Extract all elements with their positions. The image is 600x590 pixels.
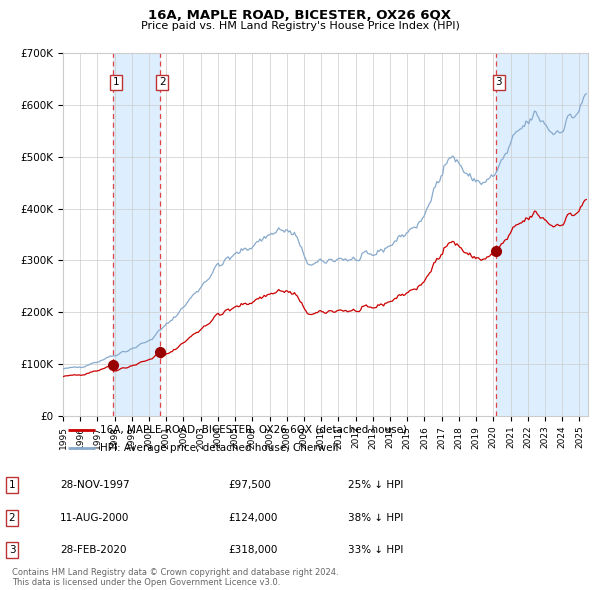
Text: 16A, MAPLE ROAD, BICESTER, OX26 6QX (detached house): 16A, MAPLE ROAD, BICESTER, OX26 6QX (det… bbox=[100, 425, 407, 435]
Bar bbox=[496, 53, 588, 416]
Text: £97,500: £97,500 bbox=[228, 480, 271, 490]
Text: 16A, MAPLE ROAD, BICESTER, OX26 6QX: 16A, MAPLE ROAD, BICESTER, OX26 6QX bbox=[149, 9, 452, 22]
Text: Contains HM Land Registry data © Crown copyright and database right 2024.
This d: Contains HM Land Registry data © Crown c… bbox=[12, 568, 338, 587]
Text: 11-AUG-2000: 11-AUG-2000 bbox=[60, 513, 130, 523]
Text: Price paid vs. HM Land Registry's House Price Index (HPI): Price paid vs. HM Land Registry's House … bbox=[140, 21, 460, 31]
Bar bbox=[113, 53, 160, 416]
Text: 28-NOV-1997: 28-NOV-1997 bbox=[60, 480, 130, 490]
Text: 25% ↓ HPI: 25% ↓ HPI bbox=[348, 480, 403, 490]
Text: 1: 1 bbox=[112, 77, 119, 87]
Text: 28-FEB-2020: 28-FEB-2020 bbox=[60, 545, 127, 555]
Text: 38% ↓ HPI: 38% ↓ HPI bbox=[348, 513, 403, 523]
Text: £318,000: £318,000 bbox=[228, 545, 277, 555]
Text: 2: 2 bbox=[159, 77, 166, 87]
Text: £124,000: £124,000 bbox=[228, 513, 277, 523]
Text: 2: 2 bbox=[8, 513, 16, 523]
Text: 3: 3 bbox=[8, 545, 16, 555]
Text: 3: 3 bbox=[496, 77, 502, 87]
Text: 1: 1 bbox=[8, 480, 16, 490]
Text: HPI: Average price, detached house, Cherwell: HPI: Average price, detached house, Cher… bbox=[100, 443, 338, 453]
Text: 33% ↓ HPI: 33% ↓ HPI bbox=[348, 545, 403, 555]
